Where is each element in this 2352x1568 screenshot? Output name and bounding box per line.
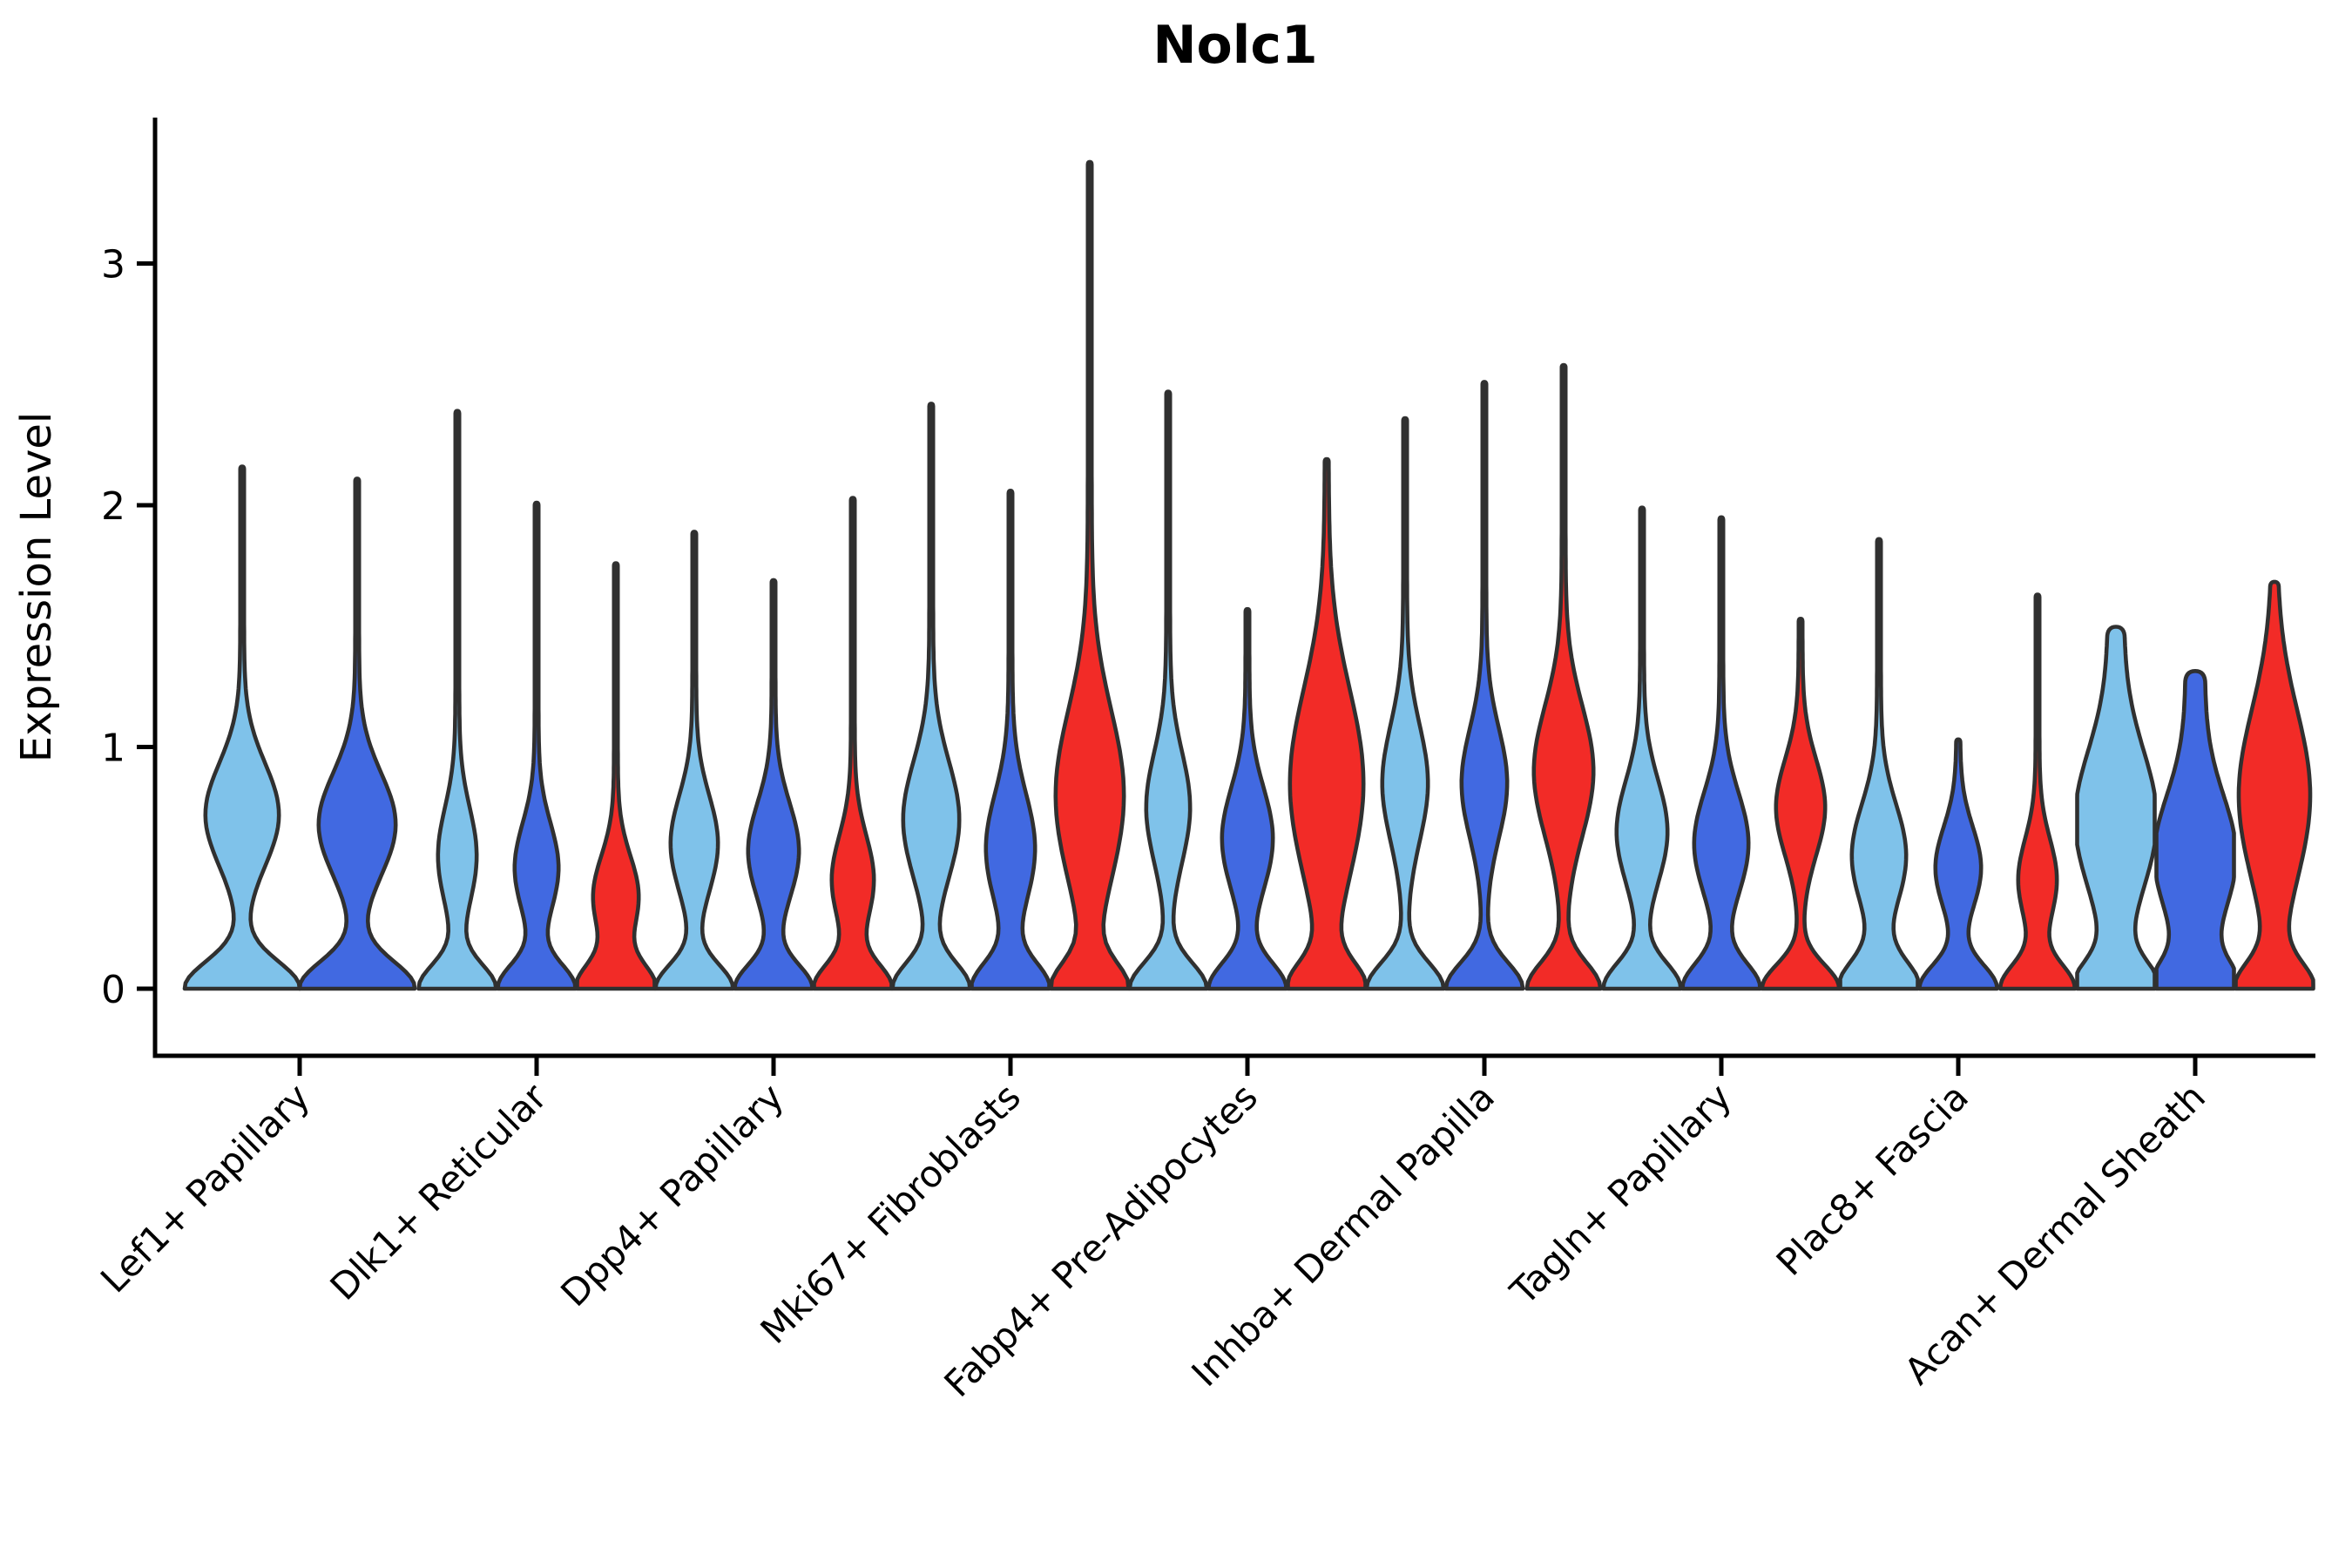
violin <box>182 464 302 991</box>
violin <box>416 409 498 991</box>
violin <box>2154 669 2236 991</box>
violin <box>890 402 972 991</box>
violin <box>1286 456 1368 991</box>
violin <box>2075 625 2157 991</box>
x-axis-label: Plac8+ Fascia <box>1768 1075 1977 1283</box>
violin <box>496 500 578 991</box>
violin <box>1524 362 1603 991</box>
violin <box>653 530 735 991</box>
violin <box>1364 416 1446 991</box>
x-axis-label: Mki67+ Fibroblasts <box>753 1075 1029 1351</box>
y-tick-label: 2 <box>101 484 125 529</box>
y-axis-ticks: 0 1 2 3 <box>101 243 155 1012</box>
x-axis-label: Dpp4+ Papillary <box>552 1075 792 1315</box>
violin <box>2234 579 2315 991</box>
violin <box>575 561 657 991</box>
x-axis-label: Tagln+ Papillary <box>1502 1075 1740 1313</box>
violin <box>1206 606 1288 991</box>
violin <box>1917 737 1999 991</box>
violin-shapes <box>182 159 2315 991</box>
x-axis-ticks <box>297 1056 2198 1076</box>
violin <box>970 489 1051 991</box>
x-axis-label: Dlk1+ Reticular <box>322 1075 556 1308</box>
violin <box>1443 380 1525 991</box>
y-tick-label: 3 <box>101 243 125 287</box>
x-axis-label: Lef1+ Papillary <box>92 1075 318 1301</box>
violin <box>733 578 814 991</box>
violin <box>1601 505 1683 991</box>
chart-title: Nolc1 <box>1152 15 1317 76</box>
y-tick-label: 1 <box>101 727 125 771</box>
violin <box>812 496 894 991</box>
violin <box>1997 592 2078 991</box>
violin <box>297 476 417 991</box>
violin <box>1049 159 1131 991</box>
y-axis-label: Expression Level <box>12 412 61 763</box>
violin <box>1127 389 1209 991</box>
y-tick-label: 0 <box>101 968 125 1012</box>
violin <box>1760 617 1842 991</box>
violin <box>1838 537 1920 991</box>
violin <box>1680 515 1762 991</box>
